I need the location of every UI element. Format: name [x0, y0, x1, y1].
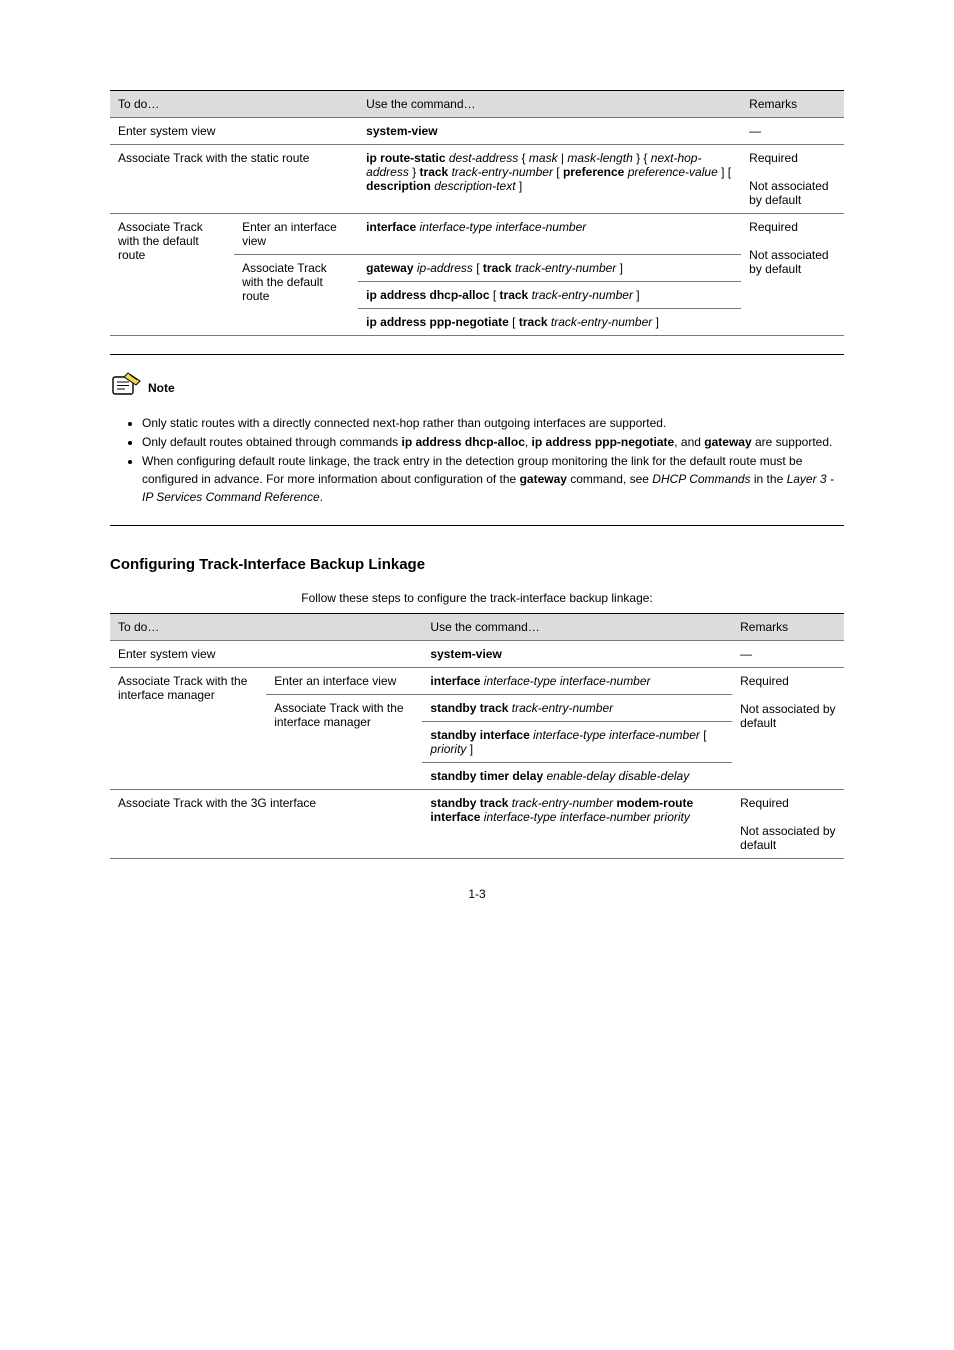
note-icon	[110, 371, 142, 404]
cell: interface interface-type interface-numbe…	[358, 214, 741, 255]
table-row: Associate Track with the static route ip…	[110, 145, 844, 214]
note-header: Note	[110, 371, 844, 404]
cell: Associate Track with the default route	[110, 214, 234, 336]
note-list: Only static routes with a directly conne…	[110, 414, 844, 506]
table-row: Enter system view system-view —	[110, 641, 844, 668]
note-box: Note Only static routes with a directly …	[110, 354, 844, 526]
list-item: When configuring default route linkage, …	[142, 452, 844, 506]
section-heading: Configuring Track-Interface Backup Linka…	[110, 556, 844, 573]
cell: standby interface interface-type interfa…	[422, 722, 732, 763]
page-number: 1-3	[110, 887, 844, 901]
cell: RequiredNot associated by default	[732, 790, 844, 859]
cell: RequiredNot associated by default	[732, 668, 844, 790]
cell: ip address dhcp-alloc [ track track-entr…	[358, 282, 741, 309]
t2-h2: Use the command…	[422, 614, 732, 641]
cell: Associate Track with the default route	[234, 255, 358, 336]
table-row: Associate Track with the interface manag…	[110, 668, 844, 695]
cell: Associate Track with the interface manag…	[266, 695, 422, 790]
t1-h3: Remarks	[741, 91, 844, 118]
cell: Enter system view	[110, 641, 422, 668]
t1-h2: Use the command…	[358, 91, 741, 118]
section-caption: Follow these steps to configure the trac…	[110, 591, 844, 605]
cell: system-view	[358, 118, 741, 145]
t2-h3: Remarks	[732, 614, 844, 641]
cell: standby timer delay enable-delay disable…	[422, 763, 732, 790]
t2-h1: To do…	[110, 614, 422, 641]
t2-body: Enter system view system-view — Associat…	[110, 641, 844, 859]
cell: system-view	[422, 641, 732, 668]
cell: interface interface-type interface-numbe…	[422, 668, 732, 695]
table-row: Enter system view system-view —	[110, 118, 844, 145]
note-label: Note	[148, 381, 175, 395]
cell: ip address ppp-negotiate [ track track-e…	[358, 309, 741, 336]
cell: gateway ip-address [ track track-entry-n…	[358, 255, 741, 282]
t1-h1: To do…	[110, 91, 358, 118]
t1-body: Enter system view system-view — Associat…	[110, 118, 844, 336]
cell: RequiredNot associated by default	[741, 145, 844, 214]
table-row: Associate Track with the default route E…	[110, 214, 844, 255]
cell: standby track track-entry-number	[422, 695, 732, 722]
cell: Associate Track with the 3G interface	[110, 790, 422, 859]
cell: Associate Track with the static route	[110, 145, 358, 214]
cell: —	[741, 118, 844, 145]
cell: ip route-static dest-address { mask | ma…	[358, 145, 741, 214]
table-row: Associate Track with the 3G interface st…	[110, 790, 844, 859]
list-item: Only static routes with a directly conne…	[142, 414, 844, 432]
list-item: Only default routes obtained through com…	[142, 433, 844, 451]
cell: standby track track-entry-number modem-r…	[422, 790, 732, 859]
cell: Enter an interface view	[266, 668, 422, 695]
config-table-1: To do… Use the command… Remarks Enter sy…	[110, 90, 844, 336]
cell: Enter an interface view	[234, 214, 358, 255]
cell: —	[732, 641, 844, 668]
config-table-2: To do… Use the command… Remarks Enter sy…	[110, 613, 844, 859]
cell: RequiredNot associated by default	[741, 214, 844, 336]
cell: Associate Track with the interface manag…	[110, 668, 266, 790]
cell: Enter system view	[110, 118, 358, 145]
